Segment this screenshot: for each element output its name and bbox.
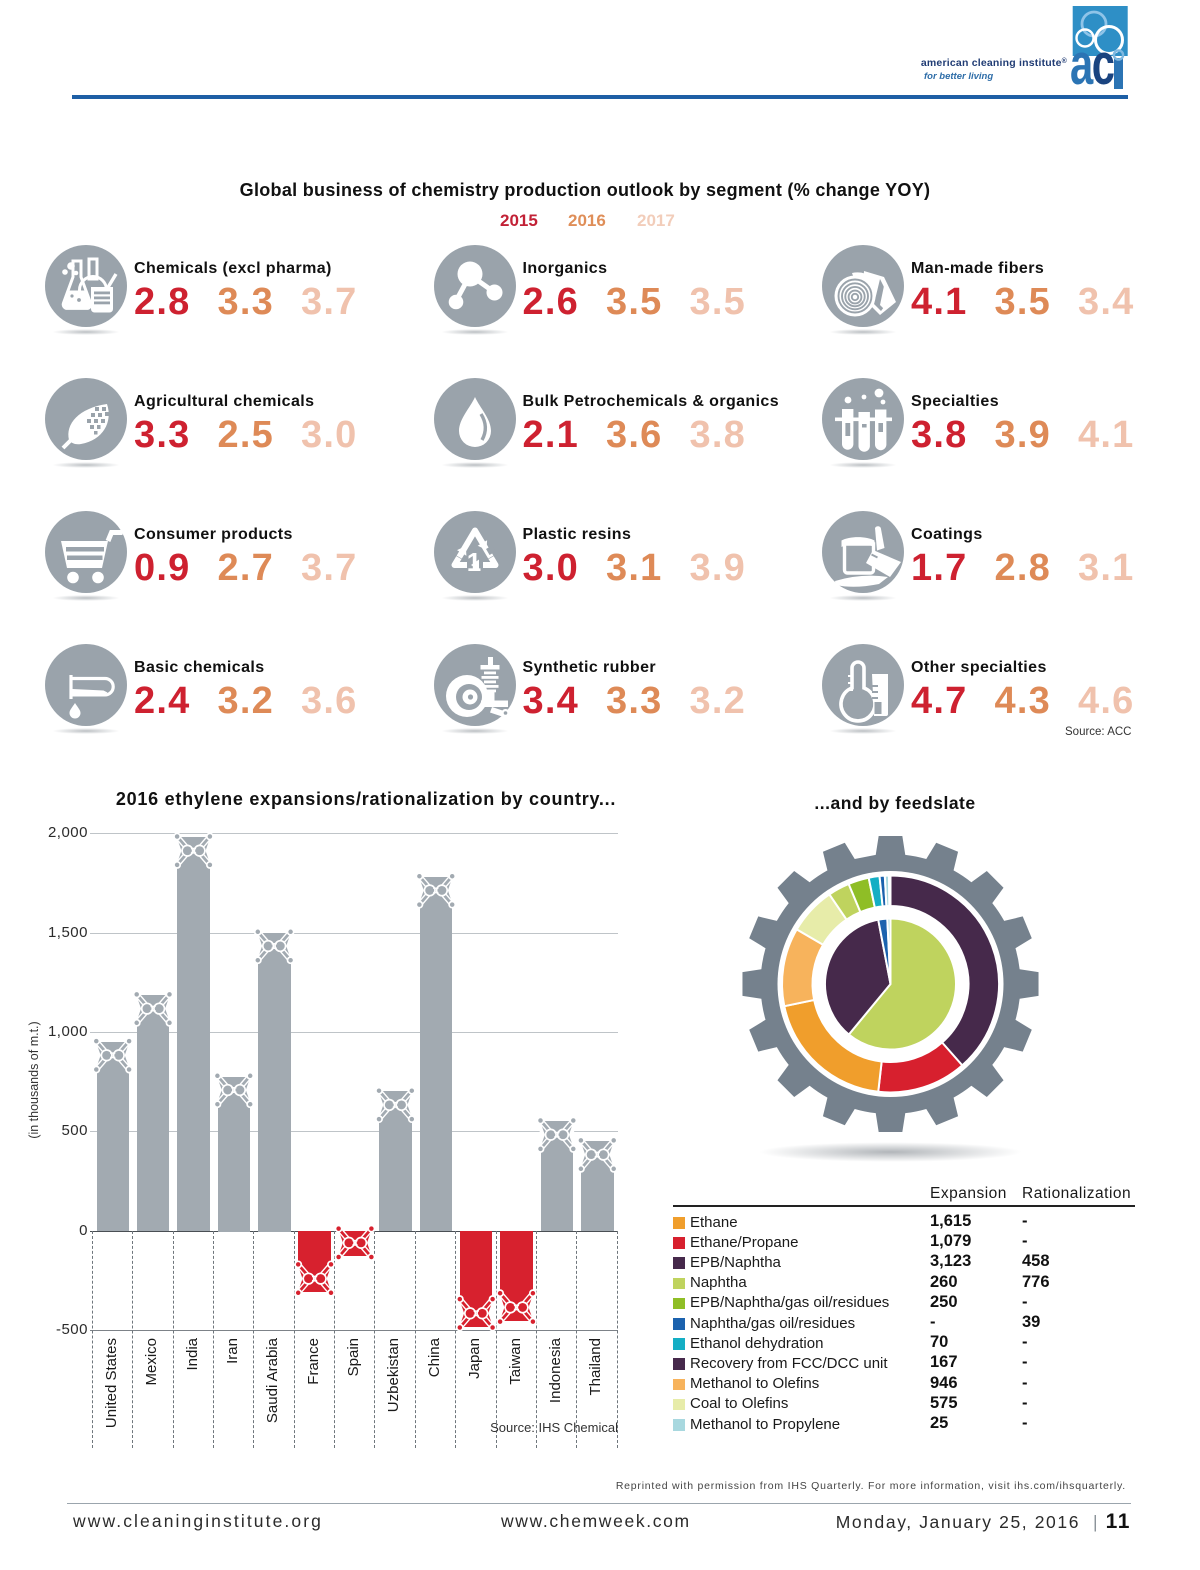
- svg-text:1: 1: [466, 547, 480, 577]
